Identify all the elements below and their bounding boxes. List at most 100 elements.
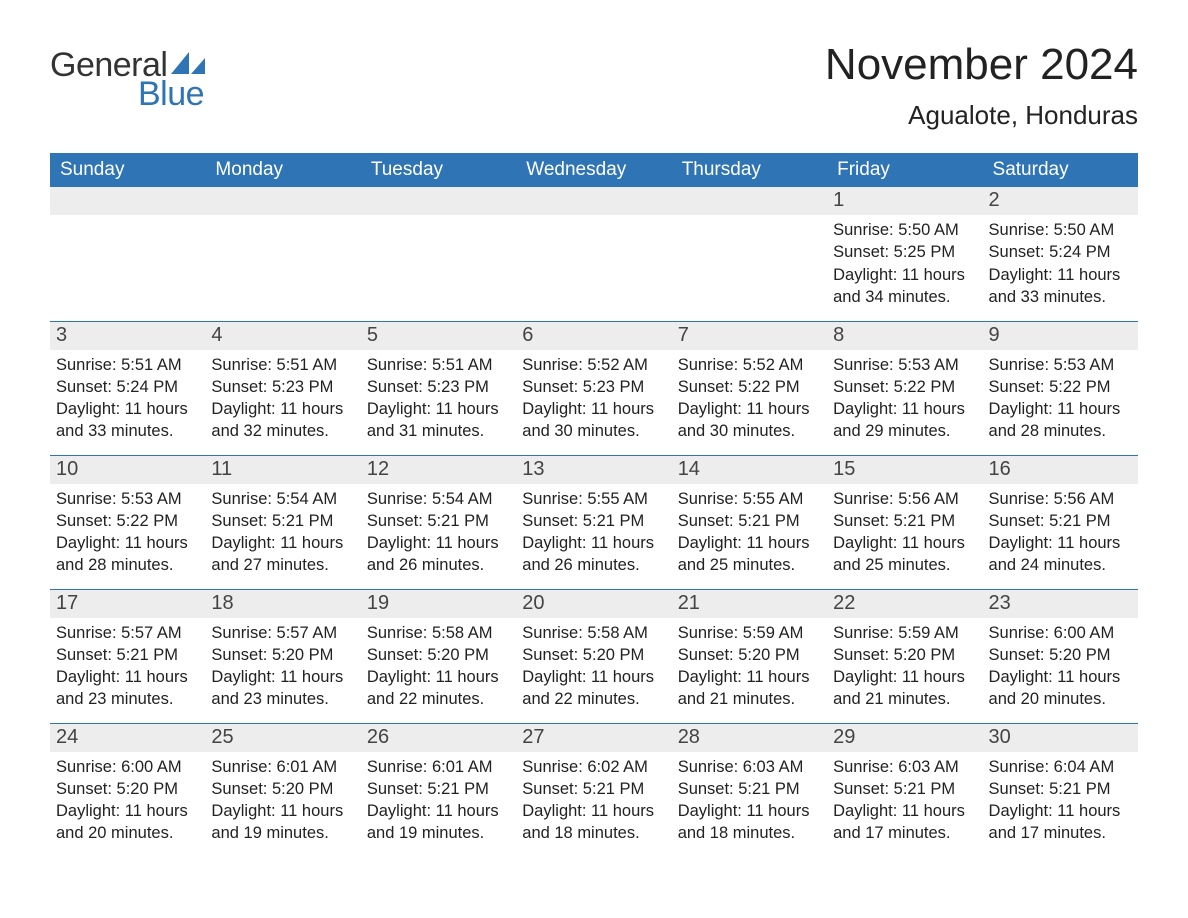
day-day2: and 26 minutes. (522, 554, 665, 576)
day-sunrise: Sunrise: 6:01 AM (367, 756, 510, 778)
day-details: Sunrise: 5:56 AMSunset: 5:21 PMDaylight:… (983, 484, 1138, 587)
day-day2: and 22 minutes. (367, 688, 510, 710)
day-sunset: Sunset: 5:21 PM (678, 778, 821, 800)
day-sunset: Sunset: 5:22 PM (56, 510, 199, 532)
day-day1: Daylight: 11 hours (678, 666, 821, 688)
day-sunset: Sunset: 5:21 PM (989, 510, 1132, 532)
day-day1: Daylight: 11 hours (367, 532, 510, 554)
day-details: Sunrise: 6:00 AMSunset: 5:20 PMDaylight:… (983, 618, 1138, 721)
day-day1: Daylight: 11 hours (367, 398, 510, 420)
day-day2: and 17 minutes. (833, 822, 976, 844)
day-sunset: Sunset: 5:21 PM (833, 510, 976, 532)
day-sunset: Sunset: 5:21 PM (367, 778, 510, 800)
day-cell: 26Sunrise: 6:01 AMSunset: 5:21 PMDayligh… (361, 723, 516, 857)
day-details: Sunrise: 6:03 AMSunset: 5:21 PMDaylight:… (672, 752, 827, 855)
day-details: Sunrise: 5:59 AMSunset: 5:20 PMDaylight:… (827, 618, 982, 721)
day-day1: Daylight: 11 hours (989, 264, 1132, 286)
day-day2: and 22 minutes. (522, 688, 665, 710)
day-sunrise: Sunrise: 5:55 AM (678, 488, 821, 510)
day-number: 9 (983, 322, 1138, 350)
day-sunrise: Sunrise: 5:52 AM (522, 354, 665, 376)
day-number (361, 187, 516, 215)
weekday-header-row: Sunday Monday Tuesday Wednesday Thursday… (50, 153, 1138, 187)
day-details: Sunrise: 5:52 AMSunset: 5:22 PMDaylight:… (672, 350, 827, 453)
day-number: 3 (50, 322, 205, 350)
day-day2: and 30 minutes. (678, 420, 821, 442)
day-cell (516, 187, 671, 321)
day-day1: Daylight: 11 hours (56, 532, 199, 554)
day-cell: 21Sunrise: 5:59 AMSunset: 5:20 PMDayligh… (672, 589, 827, 723)
day-day2: and 26 minutes. (367, 554, 510, 576)
day-day1: Daylight: 11 hours (833, 532, 976, 554)
day-day2: and 25 minutes. (833, 554, 976, 576)
day-number (672, 187, 827, 215)
day-details: Sunrise: 6:00 AMSunset: 5:20 PMDaylight:… (50, 752, 205, 855)
day-number: 21 (672, 590, 827, 618)
week-row: 3Sunrise: 5:51 AMSunset: 5:24 PMDaylight… (50, 321, 1138, 455)
day-number: 20 (516, 590, 671, 618)
day-cell: 16Sunrise: 5:56 AMSunset: 5:21 PMDayligh… (983, 455, 1138, 589)
day-cell: 18Sunrise: 5:57 AMSunset: 5:20 PMDayligh… (205, 589, 360, 723)
day-cell: 11Sunrise: 5:54 AMSunset: 5:21 PMDayligh… (205, 455, 360, 589)
day-cell: 22Sunrise: 5:59 AMSunset: 5:20 PMDayligh… (827, 589, 982, 723)
day-sunrise: Sunrise: 5:54 AM (211, 488, 354, 510)
day-sunset: Sunset: 5:20 PM (833, 644, 976, 666)
day-details: Sunrise: 5:51 AMSunset: 5:23 PMDaylight:… (361, 350, 516, 453)
day-sunrise: Sunrise: 5:53 AM (833, 354, 976, 376)
day-day2: and 19 minutes. (367, 822, 510, 844)
day-number: 2 (983, 187, 1138, 215)
day-details: Sunrise: 5:55 AMSunset: 5:21 PMDaylight:… (672, 484, 827, 587)
day-day1: Daylight: 11 hours (211, 666, 354, 688)
day-day1: Daylight: 11 hours (989, 800, 1132, 822)
day-sunrise: Sunrise: 5:59 AM (678, 622, 821, 644)
day-number: 6 (516, 322, 671, 350)
day-sunset: Sunset: 5:21 PM (989, 778, 1132, 800)
day-day1: Daylight: 11 hours (989, 532, 1132, 554)
logo-text-blue: Blue (138, 75, 204, 114)
day-number: 26 (361, 724, 516, 752)
day-details: Sunrise: 5:53 AMSunset: 5:22 PMDaylight:… (827, 350, 982, 453)
header: General Blue November 2024 Agualote, Hon… (50, 40, 1138, 131)
day-details: Sunrise: 5:53 AMSunset: 5:22 PMDaylight:… (983, 350, 1138, 453)
day-day1: Daylight: 11 hours (522, 532, 665, 554)
day-details: Sunrise: 6:03 AMSunset: 5:21 PMDaylight:… (827, 752, 982, 855)
day-cell: 2Sunrise: 5:50 AMSunset: 5:24 PMDaylight… (983, 187, 1138, 321)
month-title: November 2024 (825, 40, 1138, 90)
day-number: 5 (361, 322, 516, 350)
day-sunrise: Sunrise: 6:00 AM (989, 622, 1132, 644)
day-day1: Daylight: 11 hours (678, 532, 821, 554)
day-details: Sunrise: 5:54 AMSunset: 5:21 PMDaylight:… (361, 484, 516, 587)
day-day2: and 33 minutes. (56, 420, 199, 442)
day-cell: 17Sunrise: 5:57 AMSunset: 5:21 PMDayligh… (50, 589, 205, 723)
day-number: 28 (672, 724, 827, 752)
day-sunrise: Sunrise: 6:02 AM (522, 756, 665, 778)
day-sunset: Sunset: 5:20 PM (211, 778, 354, 800)
day-cell: 28Sunrise: 6:03 AMSunset: 5:21 PMDayligh… (672, 723, 827, 857)
day-day2: and 18 minutes. (522, 822, 665, 844)
day-sunrise: Sunrise: 5:50 AM (989, 219, 1132, 241)
day-sunset: Sunset: 5:21 PM (211, 510, 354, 532)
day-sunset: Sunset: 5:23 PM (367, 376, 510, 398)
day-day1: Daylight: 11 hours (522, 398, 665, 420)
day-sunrise: Sunrise: 5:56 AM (833, 488, 976, 510)
day-day2: and 18 minutes. (678, 822, 821, 844)
day-details: Sunrise: 5:58 AMSunset: 5:20 PMDaylight:… (516, 618, 671, 721)
day-day1: Daylight: 11 hours (56, 666, 199, 688)
day-number: 12 (361, 456, 516, 484)
day-day2: and 30 minutes. (522, 420, 665, 442)
day-cell: 24Sunrise: 6:00 AMSunset: 5:20 PMDayligh… (50, 723, 205, 857)
weekday-header: Monday (205, 153, 360, 187)
day-sunrise: Sunrise: 5:58 AM (367, 622, 510, 644)
day-sunset: Sunset: 5:24 PM (989, 241, 1132, 263)
day-day1: Daylight: 11 hours (678, 800, 821, 822)
day-sunset: Sunset: 5:23 PM (522, 376, 665, 398)
day-details: Sunrise: 5:50 AMSunset: 5:24 PMDaylight:… (983, 215, 1138, 318)
day-details: Sunrise: 6:02 AMSunset: 5:21 PMDaylight:… (516, 752, 671, 855)
day-day1: Daylight: 11 hours (989, 398, 1132, 420)
day-day2: and 33 minutes. (989, 286, 1132, 308)
day-cell (205, 187, 360, 321)
day-sunrise: Sunrise: 5:51 AM (56, 354, 199, 376)
day-sunrise: Sunrise: 5:57 AM (211, 622, 354, 644)
day-details: Sunrise: 5:56 AMSunset: 5:21 PMDaylight:… (827, 484, 982, 587)
day-sunrise: Sunrise: 5:53 AM (989, 354, 1132, 376)
